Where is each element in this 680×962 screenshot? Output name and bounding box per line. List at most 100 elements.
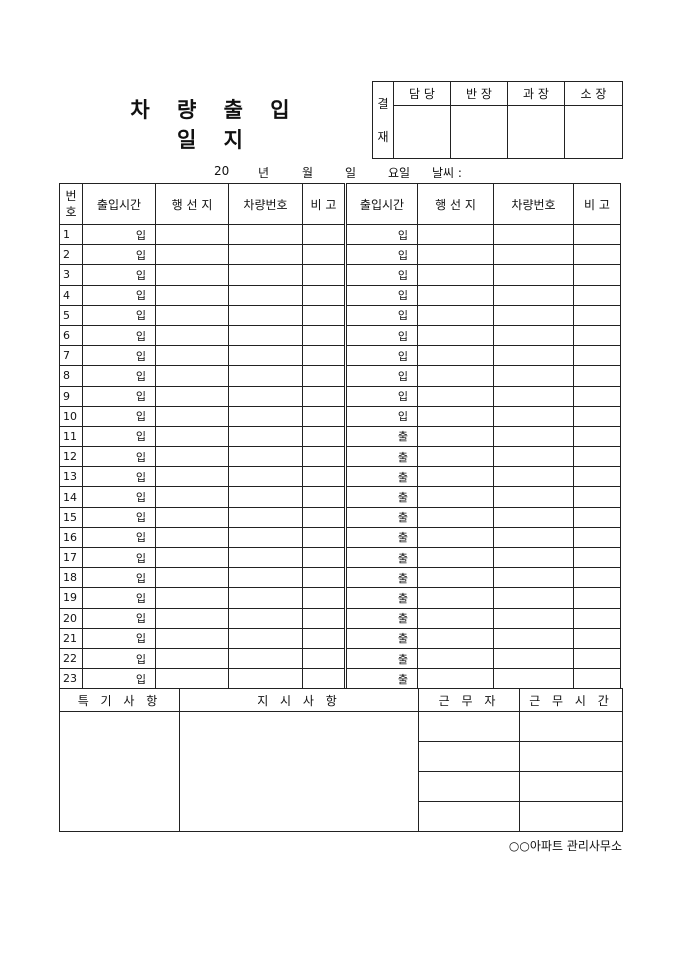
remarks-cell[interactable] bbox=[302, 385, 347, 407]
remarks-cell[interactable] bbox=[573, 526, 621, 549]
plate-number-cell[interactable] bbox=[228, 244, 303, 266]
remarks-cell[interactable] bbox=[573, 223, 621, 246]
instructions-cell[interactable] bbox=[179, 711, 419, 832]
remarks-cell[interactable] bbox=[302, 425, 347, 448]
entry-time-cell[interactable]: 입 bbox=[82, 425, 156, 448]
plate-number-cell[interactable] bbox=[228, 587, 303, 609]
remarks-cell[interactable] bbox=[302, 405, 347, 427]
destination-cell[interactable] bbox=[417, 567, 494, 589]
entry-time-cell[interactable]: 입 bbox=[82, 284, 156, 306]
remarks-cell[interactable] bbox=[302, 587, 347, 609]
work-hours-cell[interactable] bbox=[519, 711, 623, 742]
entry-time-cell[interactable]: 입 bbox=[82, 365, 156, 387]
destination-cell[interactable] bbox=[417, 607, 494, 629]
entry-time-cell[interactable]: 입 bbox=[82, 324, 156, 347]
remarks-cell[interactable] bbox=[573, 425, 621, 448]
remarks-cell[interactable] bbox=[302, 526, 347, 549]
destination-cell[interactable] bbox=[417, 587, 494, 609]
destination-cell[interactable] bbox=[417, 385, 494, 407]
work-hours-cell[interactable] bbox=[519, 741, 623, 772]
entry-time-cell[interactable]: 입 bbox=[82, 486, 156, 508]
entry-time-cell[interactable]: 입 bbox=[345, 345, 418, 367]
plate-number-cell[interactable] bbox=[228, 466, 303, 488]
plate-number-cell[interactable] bbox=[493, 405, 574, 427]
remarks-cell[interactable] bbox=[302, 567, 347, 589]
entry-time-cell[interactable]: 입 bbox=[345, 223, 418, 246]
entry-time-cell[interactable]: 출 bbox=[345, 526, 418, 549]
remarks-cell[interactable] bbox=[302, 304, 347, 326]
entry-time-cell[interactable]: 입 bbox=[82, 264, 156, 286]
destination-cell[interactable] bbox=[155, 526, 229, 549]
plate-number-cell[interactable] bbox=[228, 486, 303, 508]
plate-number-cell[interactable] bbox=[493, 385, 574, 407]
entry-time-cell[interactable]: 출 bbox=[345, 668, 418, 690]
plate-number-cell[interactable] bbox=[228, 365, 303, 387]
destination-cell[interactable] bbox=[417, 324, 494, 347]
entry-time-cell[interactable]: 출 bbox=[345, 506, 418, 528]
approval-sign-cell[interactable] bbox=[507, 105, 565, 159]
destination-cell[interactable] bbox=[417, 627, 494, 649]
remarks-cell[interactable] bbox=[573, 446, 621, 468]
work-hours-cell[interactable] bbox=[519, 771, 623, 802]
plate-number-cell[interactable] bbox=[493, 647, 574, 670]
entry-time-cell[interactable]: 입 bbox=[82, 668, 156, 690]
plate-number-cell[interactable] bbox=[228, 324, 303, 347]
entry-time-cell[interactable]: 입 bbox=[82, 244, 156, 266]
remarks-cell[interactable] bbox=[573, 506, 621, 528]
entry-time-cell[interactable]: 입 bbox=[82, 304, 156, 326]
worker-cell[interactable] bbox=[418, 711, 520, 742]
destination-cell[interactable] bbox=[155, 506, 229, 528]
entry-time-cell[interactable]: 출 bbox=[345, 446, 418, 468]
entry-time-cell[interactable]: 입 bbox=[82, 446, 156, 468]
destination-cell[interactable] bbox=[417, 446, 494, 468]
remarks-cell[interactable] bbox=[302, 264, 347, 286]
destination-cell[interactable] bbox=[155, 223, 229, 246]
entry-time-cell[interactable]: 출 bbox=[345, 466, 418, 488]
remarks-cell[interactable] bbox=[302, 244, 347, 266]
destination-cell[interactable] bbox=[417, 647, 494, 670]
entry-time-cell[interactable]: 입 bbox=[82, 526, 156, 549]
destination-cell[interactable] bbox=[417, 304, 494, 326]
entry-time-cell[interactable]: 입 bbox=[345, 365, 418, 387]
approval-sign-cell[interactable] bbox=[450, 105, 508, 159]
entry-time-cell[interactable]: 입 bbox=[82, 546, 156, 569]
entry-time-cell[interactable]: 입 bbox=[82, 466, 156, 488]
destination-cell[interactable] bbox=[417, 466, 494, 488]
remarks-cell[interactable] bbox=[302, 345, 347, 367]
remarks-cell[interactable] bbox=[573, 466, 621, 488]
remarks-cell[interactable] bbox=[573, 304, 621, 326]
plate-number-cell[interactable] bbox=[493, 466, 574, 488]
destination-cell[interactable] bbox=[155, 587, 229, 609]
remarks-cell[interactable] bbox=[302, 506, 347, 528]
plate-number-cell[interactable] bbox=[493, 264, 574, 286]
remarks-cell[interactable] bbox=[573, 627, 621, 649]
destination-cell[interactable] bbox=[417, 284, 494, 306]
entry-time-cell[interactable]: 출 bbox=[345, 587, 418, 609]
destination-cell[interactable] bbox=[417, 405, 494, 427]
plate-number-cell[interactable] bbox=[228, 264, 303, 286]
destination-cell[interactable] bbox=[417, 264, 494, 286]
remarks-cell[interactable] bbox=[302, 466, 347, 488]
entry-time-cell[interactable]: 입 bbox=[345, 304, 418, 326]
entry-time-cell[interactable]: 출 bbox=[345, 627, 418, 649]
destination-cell[interactable] bbox=[155, 546, 229, 569]
plate-number-cell[interactable] bbox=[228, 405, 303, 427]
destination-cell[interactable] bbox=[155, 567, 229, 589]
remarks-cell[interactable] bbox=[573, 486, 621, 508]
plate-number-cell[interactable] bbox=[228, 567, 303, 589]
plate-number-cell[interactable] bbox=[493, 668, 574, 690]
entry-time-cell[interactable]: 출 bbox=[345, 425, 418, 448]
destination-cell[interactable] bbox=[417, 486, 494, 508]
plate-number-cell[interactable] bbox=[493, 223, 574, 246]
plate-number-cell[interactable] bbox=[493, 425, 574, 448]
entry-time-cell[interactable]: 출 bbox=[345, 567, 418, 589]
destination-cell[interactable] bbox=[155, 668, 229, 690]
plate-number-cell[interactable] bbox=[228, 425, 303, 448]
plate-number-cell[interactable] bbox=[493, 244, 574, 266]
plate-number-cell[interactable] bbox=[228, 668, 303, 690]
destination-cell[interactable] bbox=[417, 425, 494, 448]
entry-time-cell[interactable]: 입 bbox=[82, 627, 156, 649]
remarks-cell[interactable] bbox=[302, 627, 347, 649]
remarks-cell[interactable] bbox=[573, 668, 621, 690]
entry-time-cell[interactable]: 입 bbox=[82, 647, 156, 670]
